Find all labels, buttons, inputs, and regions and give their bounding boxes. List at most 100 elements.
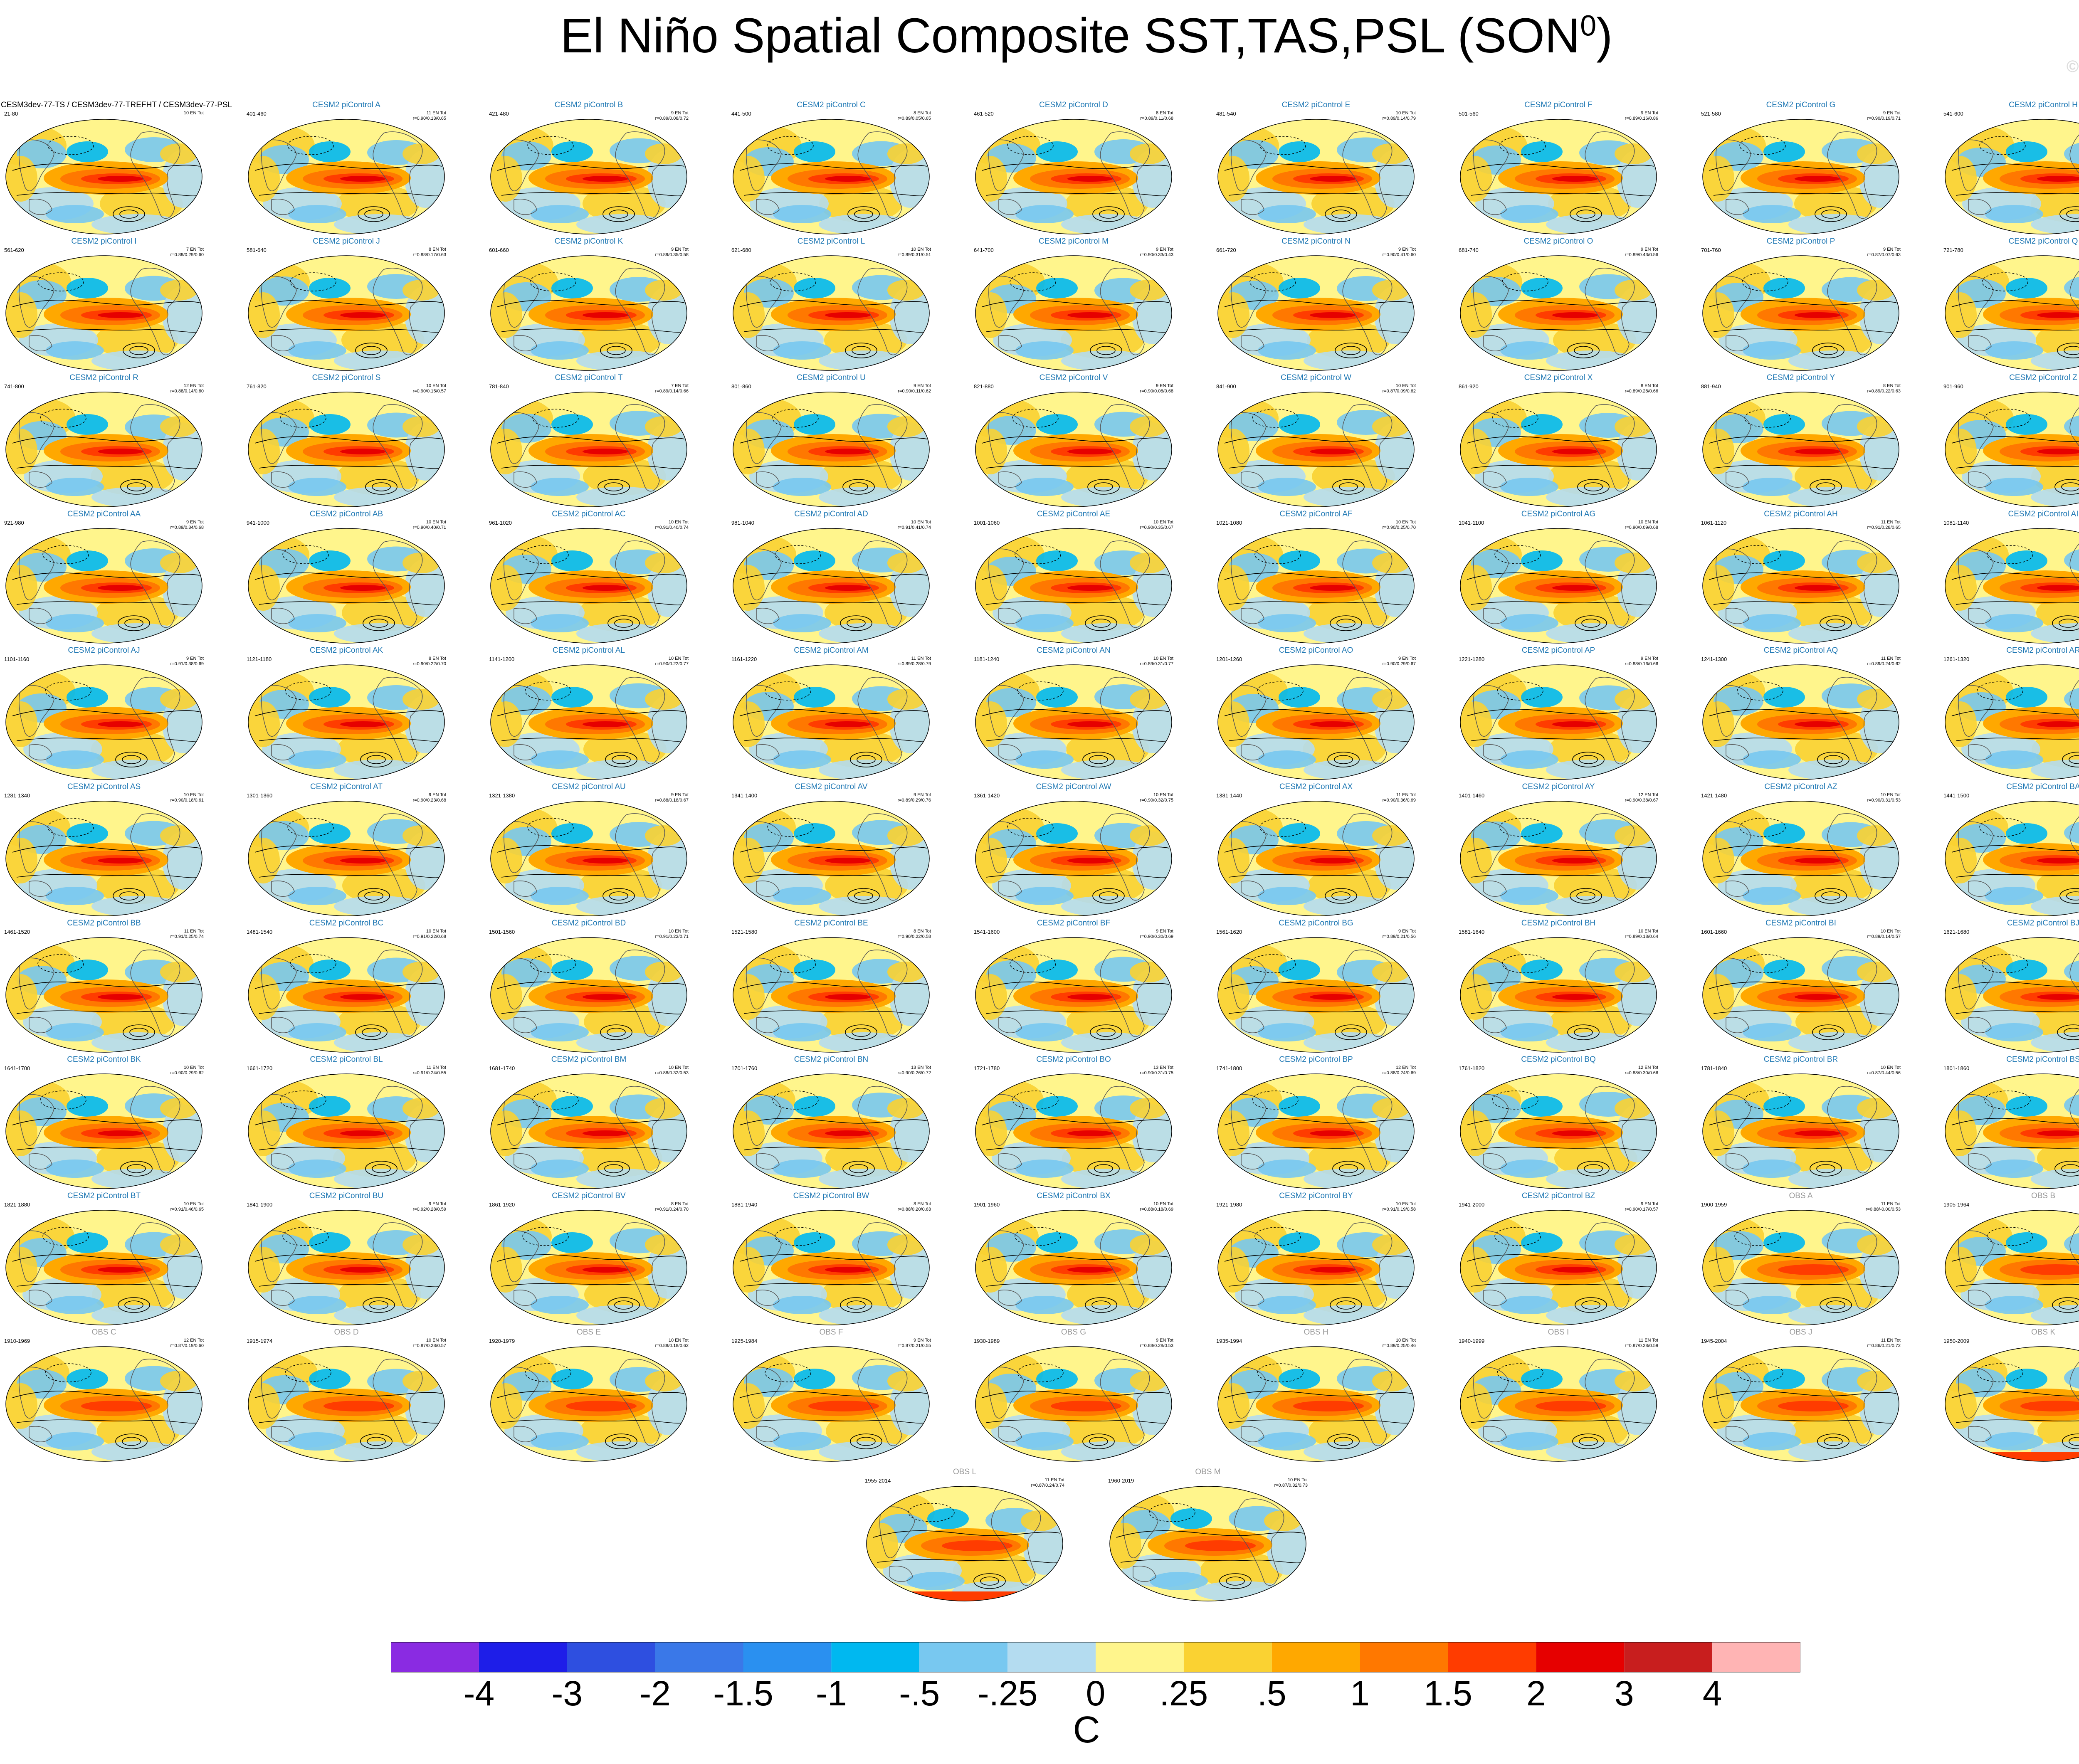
panel-years: 1960-2019: [1108, 1478, 1134, 1484]
panel-map: [1460, 801, 1657, 916]
panel-title: OBS I: [1548, 1328, 1569, 1337]
panel-map: [975, 1346, 1172, 1462]
panel-map: [248, 801, 445, 916]
colorbar-swatch: [1360, 1642, 1448, 1672]
panel-map: [490, 255, 687, 371]
colorbar-swatch: [743, 1642, 832, 1672]
panel-years: 1261-1320: [1943, 656, 1970, 662]
panel-map: [1945, 937, 2079, 1053]
panel-model: CESM2 piControl P 701-760 9 EN Tot r=0.87/0…: [1701, 237, 1901, 374]
panel-stats: 8 EN Tot r=0.88/0.20/0.63: [897, 1201, 931, 1212]
panel-obs: OBS I 1940-1999 11 EN Tot r=0.87/0.28/0.59: [1459, 1328, 1658, 1465]
panel-model: CESM2 piControl AS 1281-1340 10 EN Tot r=0.…: [4, 782, 204, 920]
panel-map: [1460, 937, 1657, 1053]
map-border: [5, 937, 202, 1053]
panel-years: 461-520: [974, 111, 994, 117]
panel-title: OBS C: [91, 1328, 116, 1337]
panel-title: CESM2 piControl BZ: [1521, 1192, 1595, 1200]
panel-title: CESM2 piControl BE: [794, 919, 868, 928]
panel-obs: OBS L 1955-2014 11 EN Tot r=0.87/0.24/0.74: [865, 1468, 1064, 1605]
panel-map: [1460, 119, 1657, 234]
map-border: [1217, 1210, 1415, 1325]
panel-title: CESM2 piControl AP: [1521, 646, 1595, 655]
panel-map: [248, 392, 445, 507]
panel-map: [1109, 1486, 1306, 1601]
panel-title: CESM2 piControl G: [1766, 101, 1836, 109]
panel-years: 21-80: [4, 111, 18, 117]
panel-title: CESM2 piControl D: [1039, 101, 1108, 109]
panel-map: [1217, 1210, 1415, 1325]
panel-model: CESM2 piControl J 581-640 8 EN Tot r=0.88/0…: [247, 237, 446, 374]
colorbar-unit: C: [1073, 1709, 1100, 1751]
map-border: [975, 664, 1172, 780]
panel-model: CESM2 piControl BH 1581-1640 10 EN Tot r=0.…: [1459, 919, 1658, 1056]
panel-map: [1702, 937, 1899, 1053]
panel-title: CESM2 piControl A: [312, 101, 380, 109]
panel-years: 1841-1900: [247, 1201, 273, 1208]
map-border: [733, 1346, 930, 1462]
panel-years: 1301-1360: [247, 792, 273, 799]
panel-map: [1217, 937, 1415, 1053]
map-border: [1460, 801, 1657, 916]
panel-title: CESM2 piControl BH: [1521, 919, 1596, 928]
panel-years: 1881-1940: [731, 1201, 758, 1208]
panel-title: CESM2 piControl BF: [1037, 919, 1111, 928]
panel-stats: 7 EN Tot r=0.89/0.14/0.66: [655, 383, 689, 394]
panel-map: [1702, 119, 1899, 234]
panel-stats: 10 EN Tot r=0.91/0.19/0.58: [1382, 1201, 1416, 1212]
colorbar-swatch: [1624, 1642, 1713, 1672]
panel-model: CESM2 piControl I 561-620 7 EN Tot r=0.89/0…: [4, 237, 204, 374]
colorbar-tick-label: 1.5: [1424, 1674, 1472, 1713]
panel-stats: 9 EN Tot r=0.88/0.28/0.53: [1140, 1338, 1173, 1348]
panel-model: CESM2 piControl BE 1521-1580 8 EN Tot r=0.9…: [731, 919, 931, 1056]
map-border: [1702, 392, 1899, 507]
map-border: [1460, 937, 1657, 1053]
panel-years: 1955-2014: [865, 1478, 891, 1484]
map-border: [1945, 392, 2079, 507]
panel-years: 601-660: [489, 247, 509, 253]
panel-model: CESM2 piControl AC 961-1020 10 EN Tot r=0.9…: [489, 510, 689, 647]
panel-years: 681-740: [1459, 247, 1479, 253]
panel-years: 901-960: [1943, 383, 1963, 390]
panel-title: CESM2 piControl AK: [309, 646, 383, 655]
panel-map: [733, 801, 930, 916]
colorbar-swatch: [1448, 1642, 1536, 1672]
panel-stats: 9 EN Tot r=0.89/0.43/0.56: [1625, 247, 1658, 257]
map-border: [248, 1210, 445, 1325]
map-border: [248, 1346, 445, 1462]
panel-years: 1905-1964: [1943, 1201, 1970, 1208]
panel-model: CESM2 piControl K 601-660 9 EN Tot r=0.89/0…: [489, 237, 689, 374]
panel-years: 1930-1989: [974, 1338, 1000, 1344]
panel-title: CESM2 piControl M: [1039, 237, 1109, 246]
panel-model: CESM2 piControl BG 1561-1620 9 EN Tot r=0.8…: [1216, 919, 1416, 1056]
panel-years: 701-760: [1701, 247, 1721, 253]
panel-map: [1217, 119, 1415, 234]
watermark: © CVDP-LE: [2066, 57, 2079, 76]
panel-years: 541-600: [1943, 111, 1963, 117]
panel-title: CESM2 piControl BY: [1279, 1192, 1353, 1200]
colorbar-swatch: [479, 1642, 567, 1672]
panel-years: 1861-1920: [489, 1201, 515, 1208]
panel-model: CESM2 piControl G 521-580 9 EN Tot r=0.90/0…: [1701, 101, 1901, 238]
map-border: [975, 1210, 1172, 1325]
panel-model: CESM2 piControl BQ 1761-1820 12 EN Tot r=0.…: [1459, 1055, 1658, 1192]
panel-title: CESM2 piControl AX: [1279, 782, 1353, 791]
map-border: [733, 119, 930, 234]
map-border: [490, 528, 687, 644]
panel-stats: 9 EN Tot r=0.90/0.29/0.67: [1382, 656, 1416, 666]
panel-stats: 8 EN Tot r=0.89/0.05/0.65: [897, 111, 931, 121]
panel-stats: 9 EN Tot r=0.92/0.28/0.59: [412, 1201, 446, 1212]
panel-title: OBS J: [1789, 1328, 1812, 1337]
panel-obs: OBS F 1925-1984 9 EN Tot r=0.87/0.21/0.55: [731, 1328, 931, 1465]
panel-stats: 8 EN Tot r=0.89/0.11/0.68: [1140, 111, 1173, 121]
map-border: [1945, 937, 2079, 1053]
map-border: [733, 392, 930, 507]
panel-title: OBS A: [1789, 1192, 1813, 1200]
map-border: [248, 1073, 445, 1189]
panel-years: 881-940: [1701, 383, 1721, 390]
panel-years: 781-840: [489, 383, 509, 390]
